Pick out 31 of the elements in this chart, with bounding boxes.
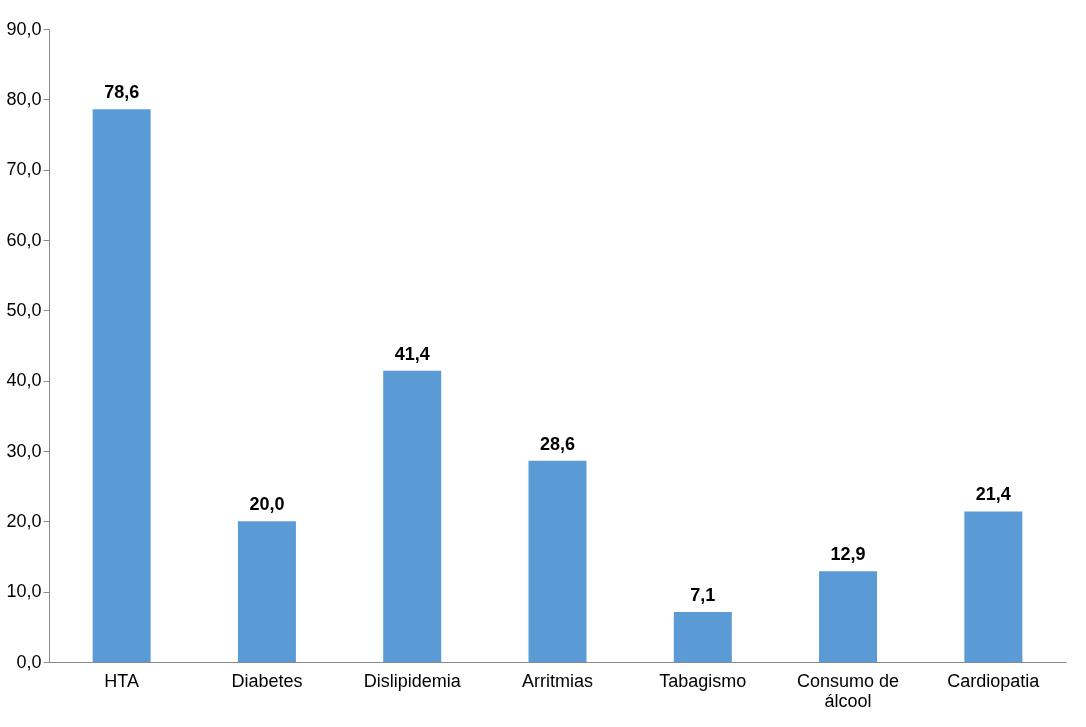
data-label: 7,1 — [690, 585, 716, 606]
y-tick-label: 10,0 — [6, 581, 42, 602]
y-tick-label: 20,0 — [6, 510, 42, 531]
x-tick-label: Arritmias — [522, 670, 593, 691]
y-tick-label: 0,0 — [16, 651, 42, 672]
data-label: 78,6 — [104, 82, 140, 103]
y-tick-label: 70,0 — [6, 159, 42, 180]
y-tick-label: 80,0 — [6, 88, 42, 109]
bar — [237, 521, 296, 662]
x-tick-label: Diabetes — [231, 670, 303, 691]
data-label: 41,4 — [394, 343, 430, 364]
y-tick-label: 30,0 — [6, 440, 42, 461]
x-tick-label: Consumo de álcool — [797, 670, 900, 711]
y-tick-label: 40,0 — [6, 370, 42, 391]
bar — [673, 612, 732, 662]
y-tick-label: 60,0 — [6, 229, 42, 250]
x-tick-label: Tabagismo — [659, 670, 747, 691]
bar — [964, 511, 1023, 662]
data-label: 12,9 — [830, 544, 866, 565]
data-label: 28,6 — [539, 433, 576, 454]
bar — [383, 370, 442, 662]
x-tick-label: Cardiopatia — [947, 670, 1041, 691]
y-tick-label: 90,0 — [6, 18, 42, 39]
data-label: 21,4 — [975, 484, 1011, 505]
x-tick-label: Dislipidemia — [363, 670, 462, 691]
data-label: 20,0 — [249, 494, 285, 515]
bar — [819, 571, 878, 662]
x-tick-label: HTA — [104, 670, 139, 691]
bar — [528, 460, 587, 662]
bar — [92, 109, 151, 662]
y-tick-label: 50,0 — [6, 299, 42, 320]
